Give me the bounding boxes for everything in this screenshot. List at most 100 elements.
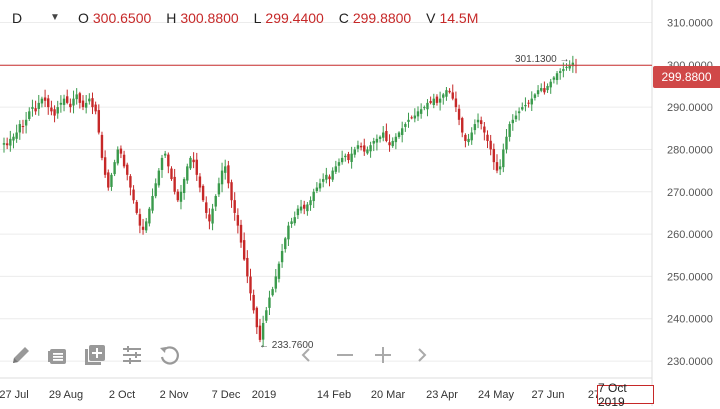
volume-value: 14.5M	[439, 10, 479, 26]
candle-body	[318, 183, 322, 189]
x-tick-label: 2 Nov	[160, 389, 189, 401]
candle-body	[438, 98, 442, 103]
low-label: L	[253, 10, 262, 26]
x-tick-label: 27 Jul	[0, 389, 29, 401]
chevron-left-icon[interactable]	[296, 344, 318, 366]
candle-body	[470, 132, 473, 141]
candle-body	[293, 217, 296, 224]
chevron-right-icon[interactable]	[410, 344, 432, 366]
y-tick-label: 250.0000	[667, 271, 713, 283]
candle-body	[461, 118, 464, 133]
candle-body	[31, 107, 34, 109]
candle-body	[391, 140, 394, 147]
candle-body	[69, 103, 72, 108]
candle-body	[366, 149, 369, 154]
candle-body	[94, 104, 97, 112]
y-tick-label: 260.0000	[667, 229, 713, 241]
candle-body	[479, 120, 483, 125]
candle-body	[40, 98, 44, 104]
candle-body	[372, 140, 375, 144]
candle-body	[179, 191, 183, 202]
add-chart-icon[interactable]	[82, 342, 108, 368]
candle-body	[321, 179, 325, 182]
candle-body	[170, 168, 173, 180]
ohlc-readout: O 300.6500 H 300.8800 L 299.4400 C 299.8800 …	[78, 10, 489, 26]
candle-body	[454, 98, 458, 108]
candle-body	[328, 176, 331, 180]
candle-body	[331, 170, 334, 180]
settings-sliders-icon[interactable]	[119, 342, 145, 368]
candle-body	[375, 138, 379, 143]
candle-body	[277, 263, 281, 279]
candle-body	[432, 98, 435, 105]
indicator-list-icon[interactable]	[45, 342, 71, 368]
candle-body	[43, 97, 47, 101]
candle-body	[435, 96, 439, 103]
candle-body	[315, 187, 319, 192]
candle-body	[201, 185, 205, 201]
candle-body	[75, 94, 78, 100]
candle-body	[176, 191, 180, 201]
candle-body	[416, 111, 420, 117]
y-tick-label: 290.0000	[667, 102, 713, 114]
candle-body	[296, 208, 300, 216]
candle-body	[552, 77, 556, 80]
candle-body	[527, 102, 530, 104]
zoom-in-icon[interactable]	[372, 344, 394, 366]
candle-body	[15, 132, 18, 139]
candle-body	[457, 108, 461, 120]
candle-body	[309, 200, 312, 206]
candle-body	[163, 153, 167, 156]
candle-body	[28, 111, 31, 120]
x-tick-label: 23 Apr	[426, 389, 458, 401]
candle-body	[72, 98, 75, 106]
candle-body	[271, 289, 274, 296]
candle-body	[511, 119, 514, 124]
candle-body	[299, 206, 303, 211]
x-tick-label: 24 May	[478, 389, 515, 401]
reset-icon[interactable]	[156, 342, 182, 368]
candle-body	[56, 107, 59, 114]
candle-body	[145, 221, 148, 231]
candle-body	[246, 257, 249, 277]
low-marker-label: ← 233.7600	[259, 340, 314, 351]
candle-body	[88, 98, 91, 102]
candle-body	[363, 145, 366, 152]
candle-body	[413, 115, 417, 119]
candle-body	[265, 310, 268, 321]
candle-body	[230, 182, 233, 201]
candle-body	[233, 200, 236, 213]
x-tick-label: 20 Mar	[371, 389, 406, 401]
candle-body	[249, 276, 252, 294]
triangle-down-icon[interactable]: ▼	[50, 12, 60, 23]
candle-body	[84, 102, 88, 108]
candle-body	[558, 71, 562, 73]
candle-body	[261, 322, 265, 340]
candle-body	[274, 276, 277, 289]
candle-body	[59, 102, 63, 105]
candle-body	[356, 145, 360, 149]
zoom-out-icon[interactable]	[334, 344, 356, 366]
candle-body	[242, 240, 246, 260]
candle-body	[385, 130, 388, 141]
candle-body	[429, 101, 432, 103]
candle-body	[151, 196, 154, 211]
candle-body	[217, 183, 221, 195]
candle-body	[126, 164, 129, 175]
pencil-icon[interactable]	[8, 342, 34, 368]
candle-body	[568, 64, 571, 69]
candle-body	[211, 208, 214, 224]
candle-body	[78, 93, 82, 103]
candle-body	[306, 204, 309, 212]
open-label: O	[78, 10, 89, 26]
open-value: 300.6500	[92, 10, 152, 26]
candle-body	[562, 69, 565, 72]
candle-body	[498, 166, 502, 170]
candle-body	[467, 138, 470, 143]
candle-body	[334, 166, 338, 172]
interval-selector[interactable]: D	[12, 10, 23, 26]
candle-body	[476, 119, 480, 123]
candle-body	[189, 157, 192, 169]
candle-body	[312, 191, 315, 202]
